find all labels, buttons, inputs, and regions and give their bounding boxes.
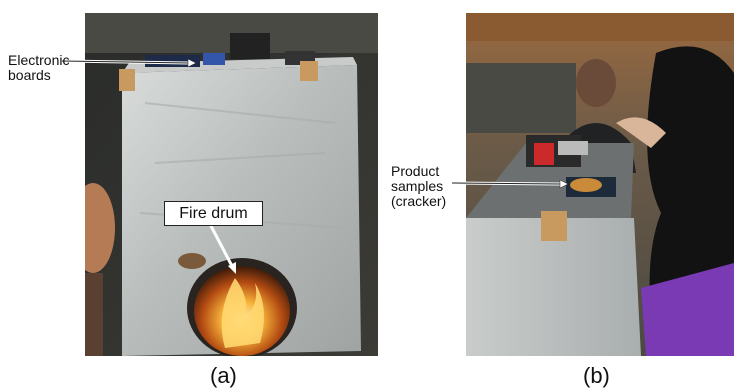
photo-panel-b	[466, 13, 734, 356]
dryer-drum-photo	[85, 13, 378, 356]
dryer-sampling-photo	[466, 13, 734, 356]
caption-panel-b: (b)	[583, 363, 610, 388]
label-electronic-boards: Electronic boards	[8, 52, 70, 83]
caption-panel-a: (a)	[210, 363, 237, 388]
photo-panel-a	[85, 13, 378, 356]
label-product-samples: Product samples (cracker)	[391, 163, 447, 209]
label-fire-drum: Fire drum	[164, 201, 263, 226]
